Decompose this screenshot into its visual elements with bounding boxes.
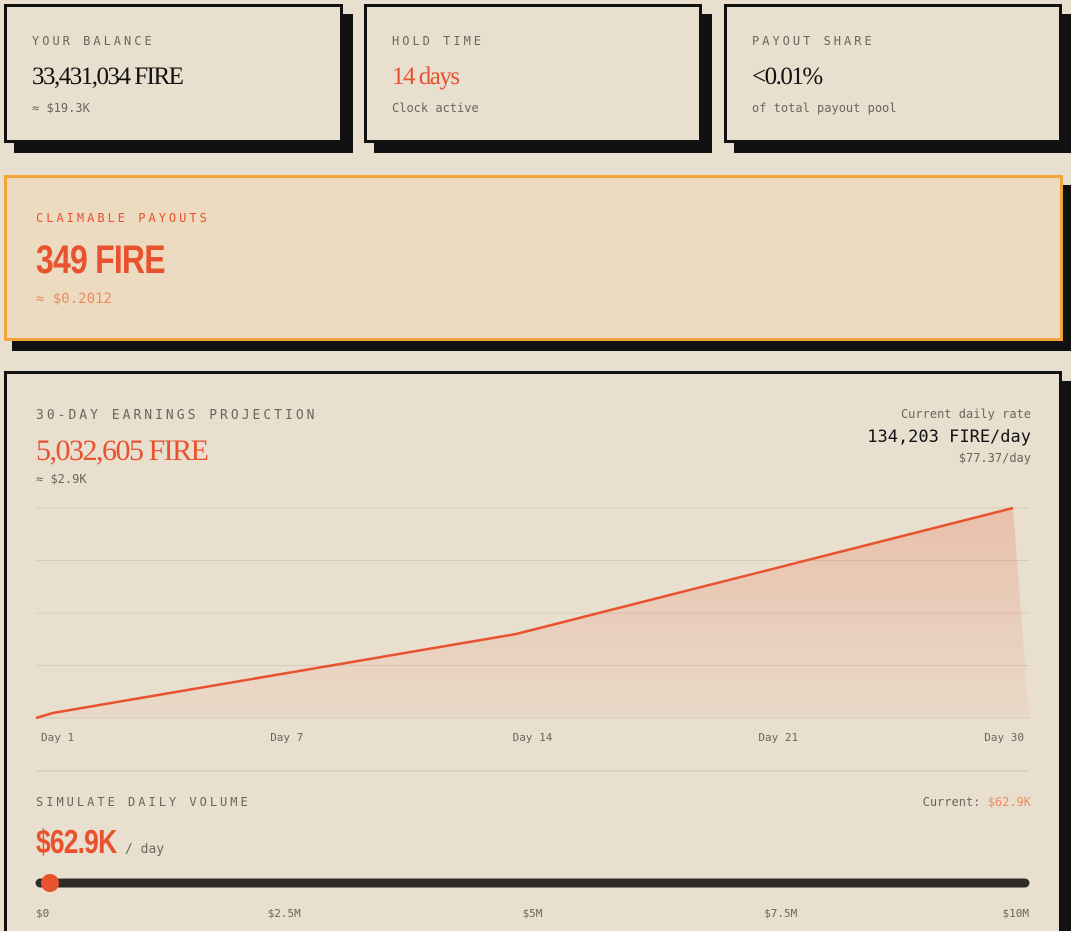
x-tick-label: Day 14 bbox=[513, 731, 553, 744]
projection-label: 30-DAY EARNINGS PROJECTION bbox=[36, 408, 318, 423]
card-sub: of total payout pool bbox=[752, 101, 897, 115]
share-card: PAYOUT SHARE <0.01% of total payout pool bbox=[724, 4, 1062, 143]
hold-card: HOLD TIME 14 days Clock active bbox=[364, 4, 702, 143]
x-tick-label: Day 30 bbox=[984, 731, 1024, 744]
card-label: HOLD TIME bbox=[392, 34, 485, 48]
card-sub: ≈ $19.3K bbox=[32, 101, 90, 115]
rate-label: Current daily rate bbox=[900, 407, 1031, 421]
x-tick-label: Day 7 bbox=[270, 731, 303, 744]
card-label: YOUR BALANCE bbox=[32, 34, 155, 48]
slider-thumb bbox=[41, 874, 59, 892]
claimable-label: CLAIMABLE PAYOUTS bbox=[36, 211, 210, 225]
slider-tick-label: $10M bbox=[1003, 907, 1030, 920]
claimable-panel: CLAIMABLE PAYOUTS 349 FIRE ≈ $0.2012 bbox=[4, 175, 1063, 341]
card-label: PAYOUT SHARE bbox=[752, 34, 875, 48]
slider-tick-label: $2.5M bbox=[268, 907, 301, 920]
projection-sub: ≈ $2.9K bbox=[36, 472, 87, 486]
current-value: $62.9K bbox=[987, 795, 1031, 809]
slider-tick-label: $0 bbox=[36, 907, 49, 920]
card-sub: Clock active bbox=[392, 101, 479, 115]
rate-value: 134,203 FIRE/day bbox=[867, 427, 1031, 447]
rate-usd: $77.37/day bbox=[958, 451, 1031, 465]
card-value: 14 days bbox=[392, 63, 460, 90]
card-value: 33,431,034 FIRE bbox=[32, 63, 184, 90]
balance-card: YOUR BALANCE 33,431,034 FIRE ≈ $19.3K bbox=[4, 4, 343, 143]
x-tick-label: Day 21 bbox=[758, 731, 798, 744]
volume-value: $62.9K bbox=[36, 823, 117, 860]
slider-tick-label: $7.5M bbox=[764, 907, 797, 920]
x-tick-label: Day 1 bbox=[41, 731, 74, 744]
claimable-value: 349 FIRE bbox=[36, 238, 166, 282]
simulate-label: SIMULATE DAILY VOLUME bbox=[36, 795, 251, 809]
area bbox=[36, 508, 1029, 718]
current-label: Current: bbox=[922, 795, 981, 809]
slider-tick-label: $5M bbox=[523, 907, 543, 920]
volume-unit: / day bbox=[125, 842, 165, 857]
claimable-sub: ≈ $0.2012 bbox=[36, 291, 112, 307]
card-value: <0.01% bbox=[752, 63, 823, 90]
current: Current: $62.9K bbox=[923, 795, 1031, 809]
projection-value: 5,032,605 FIRE bbox=[36, 434, 209, 467]
line bbox=[35, 506, 1014, 720]
